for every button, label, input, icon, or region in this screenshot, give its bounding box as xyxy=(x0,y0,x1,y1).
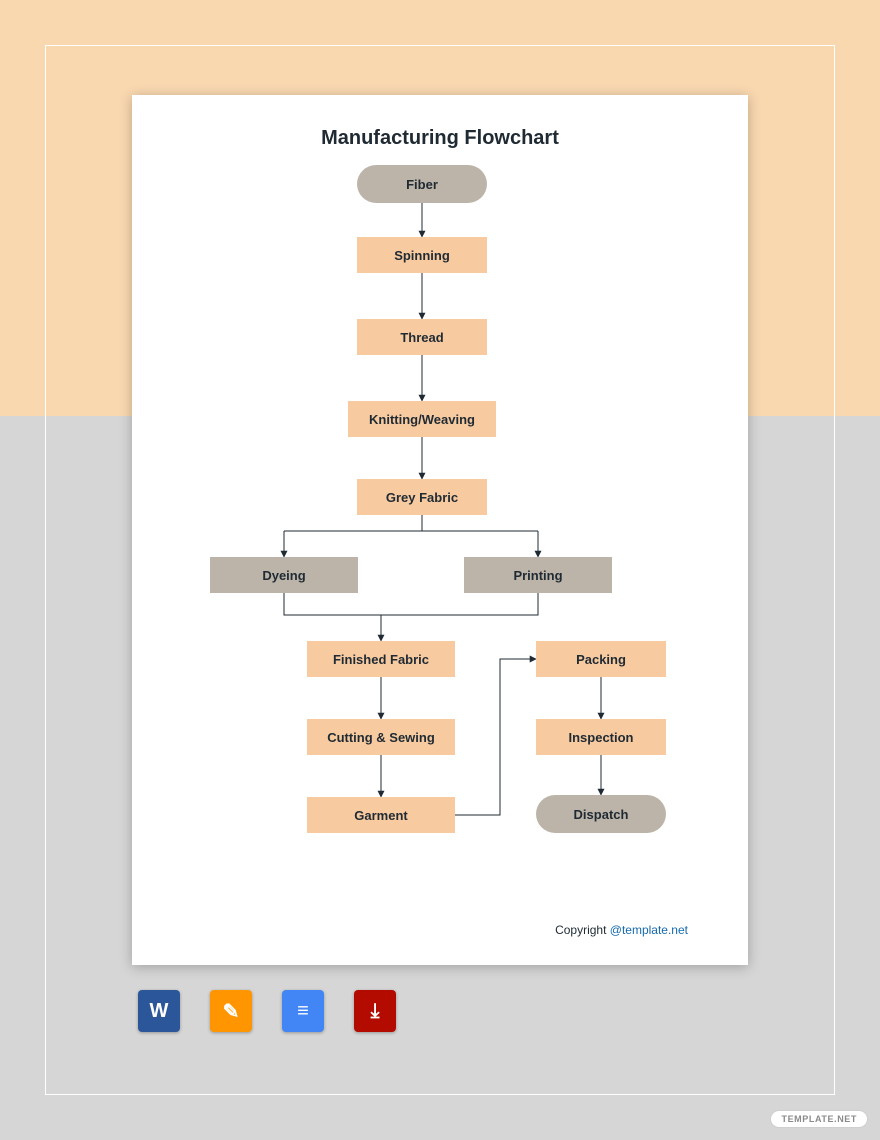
brand-badge: TEMPLATE.NET xyxy=(770,1110,868,1128)
flowchart-node-knit: Knitting/Weaving xyxy=(348,401,496,437)
gdocs-icon[interactable]: ≡ xyxy=(282,990,324,1032)
flowchart-node-dyeing: Dyeing xyxy=(210,557,358,593)
document-page: Manufacturing Flowchart FiberSpinningThr… xyxy=(132,95,748,965)
flowchart-node-packing: Packing xyxy=(536,641,666,677)
pages-icon[interactable]: ✎ xyxy=(210,990,252,1032)
flowchart-node-printing: Printing xyxy=(464,557,612,593)
format-icon-row: W ✎ ≡ ⤓ xyxy=(138,990,396,1032)
pdf-icon[interactable]: ⤓ xyxy=(354,990,396,1032)
flowchart-canvas: Fiber Spinning Thread Knitting/Weaving Grey … xyxy=(132,95,748,965)
flowchart-node-thread: Thread xyxy=(357,319,487,355)
copyright-link[interactable]: @template.net xyxy=(610,923,688,937)
flowchart-node-finfab: Finished Fabric xyxy=(307,641,455,677)
flowchart-node-fiber: Fiber xyxy=(357,165,487,203)
flowchart-node-garment: Garment xyxy=(307,797,455,833)
flowchart-node-cutsew: Cutting & Sewing xyxy=(307,719,455,755)
flowchart-node-spinning: Spinning xyxy=(357,237,487,273)
flowchart-edges xyxy=(132,95,748,965)
flowchart-node-inspect: Inspection xyxy=(536,719,666,755)
copyright-prefix: Copyright xyxy=(555,923,610,937)
flowchart-node-dispatch: Dispatch xyxy=(536,795,666,833)
flowchart-node-greyfab: Grey Fabric xyxy=(357,479,487,515)
word-icon[interactable]: W xyxy=(138,990,180,1032)
copyright-text: Copyright @template.net xyxy=(555,923,688,937)
